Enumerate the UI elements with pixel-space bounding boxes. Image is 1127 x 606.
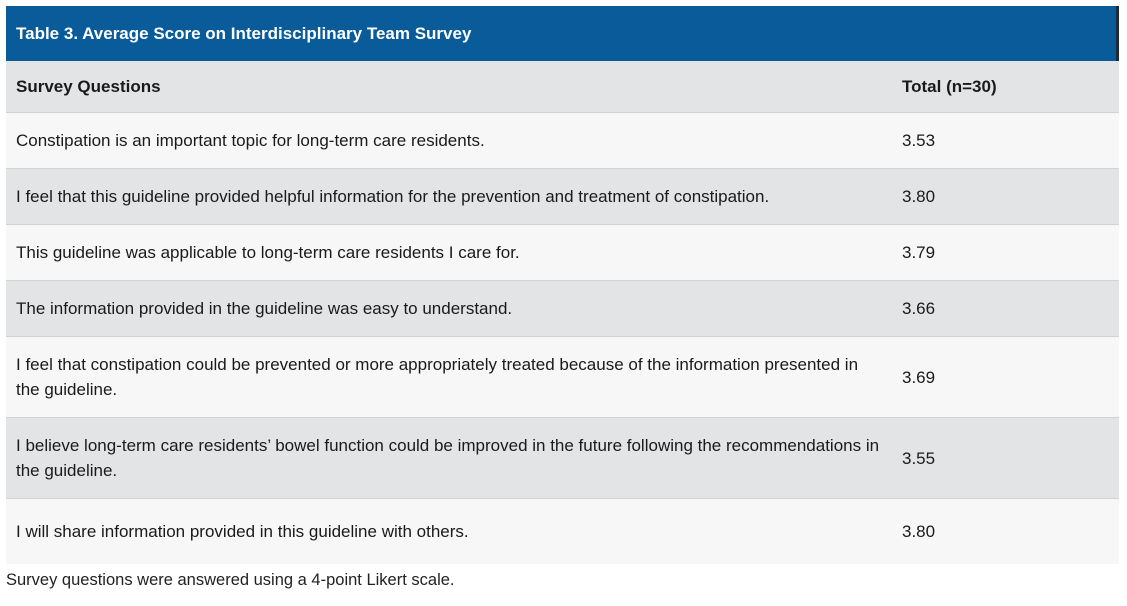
table-row: I believe long-term care residents’ bowe… [6,417,1119,499]
question-cell: I feel that this guideline provided help… [6,168,892,225]
question-cell: This guideline was applicable to long-te… [6,224,892,281]
question-cell: I will share information provided in thi… [6,498,892,564]
table-row: I feel that this guideline provided help… [6,168,1119,225]
table-row: The information provided in the guidelin… [6,280,1119,337]
question-cell: Constipation is an important topic for l… [6,112,892,169]
total-cell: 3.55 [892,417,1119,499]
total-cell: 3.69 [892,336,1119,418]
table-title-bar: Table 3. Average Score on Interdisciplin… [6,6,1119,61]
table-row: This guideline was applicable to long-te… [6,224,1119,281]
total-cell: 3.80 [892,168,1119,225]
total-cell: 3.66 [892,280,1119,337]
table-title: Table 3. Average Score on Interdisciplin… [16,23,472,43]
total-cell: 3.53 [892,112,1119,169]
header-survey-questions: Survey Questions [6,61,892,113]
question-cell: I feel that constipation could be preven… [6,336,892,418]
header-total: Total (n=30) [892,61,1119,113]
total-cell: 3.79 [892,224,1119,281]
table-footnote: Survey questions were answered using a 4… [6,571,455,589]
total-cell: 3.80 [892,498,1119,564]
survey-table-container: Table 3. Average Score on Interdisciplin… [6,6,1119,564]
table-row: Constipation is an important topic for l… [6,112,1119,169]
survey-table: Survey Questions Total (n=30) Constipati… [6,61,1119,564]
table-header-row: Survey Questions Total (n=30) [6,61,1119,113]
question-cell: I believe long-term care residents’ bowe… [6,417,892,499]
table-row: I will share information provided in thi… [6,498,1119,564]
question-cell: The information provided in the guidelin… [6,280,892,337]
table-row: I feel that constipation could be preven… [6,336,1119,418]
